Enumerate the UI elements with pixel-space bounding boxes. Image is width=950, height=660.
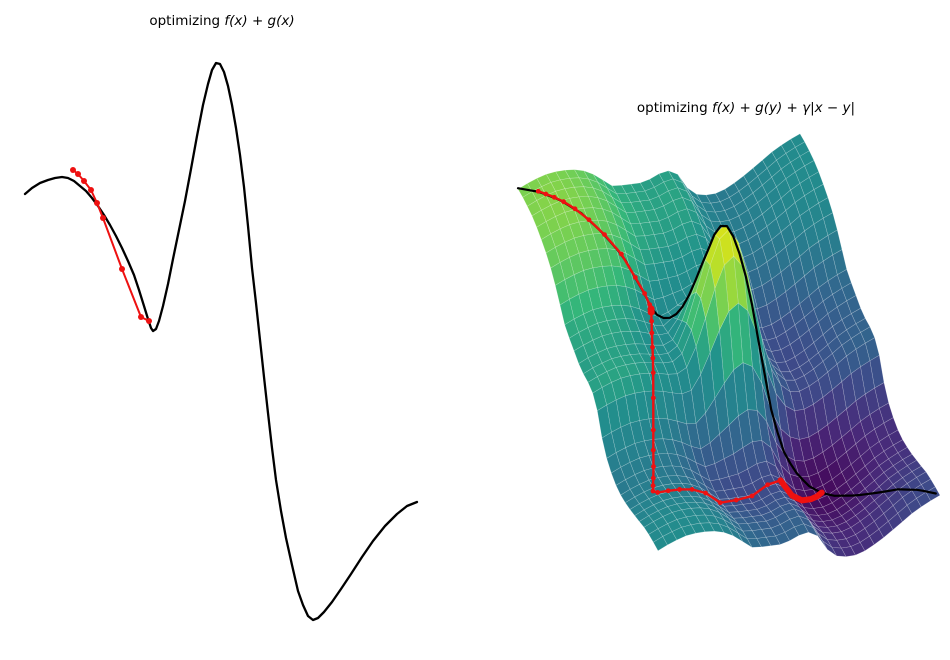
left-panel-plot (23, 61, 419, 622)
left-title-prefix: optimizing (149, 13, 225, 29)
right-panel-surface (516, 133, 941, 557)
left-panel-title: optimizing f(x) + g(x) (149, 13, 294, 29)
right-panel-title: optimizing f(x) + g(y) + γ|x − y| (637, 100, 855, 116)
right-title-math: f(x) + g(y) + γ|x − y| (711, 100, 856, 116)
right-title-prefix: optimizing (636, 100, 712, 116)
left-title-math: f(x) + g(x) (224, 13, 295, 29)
